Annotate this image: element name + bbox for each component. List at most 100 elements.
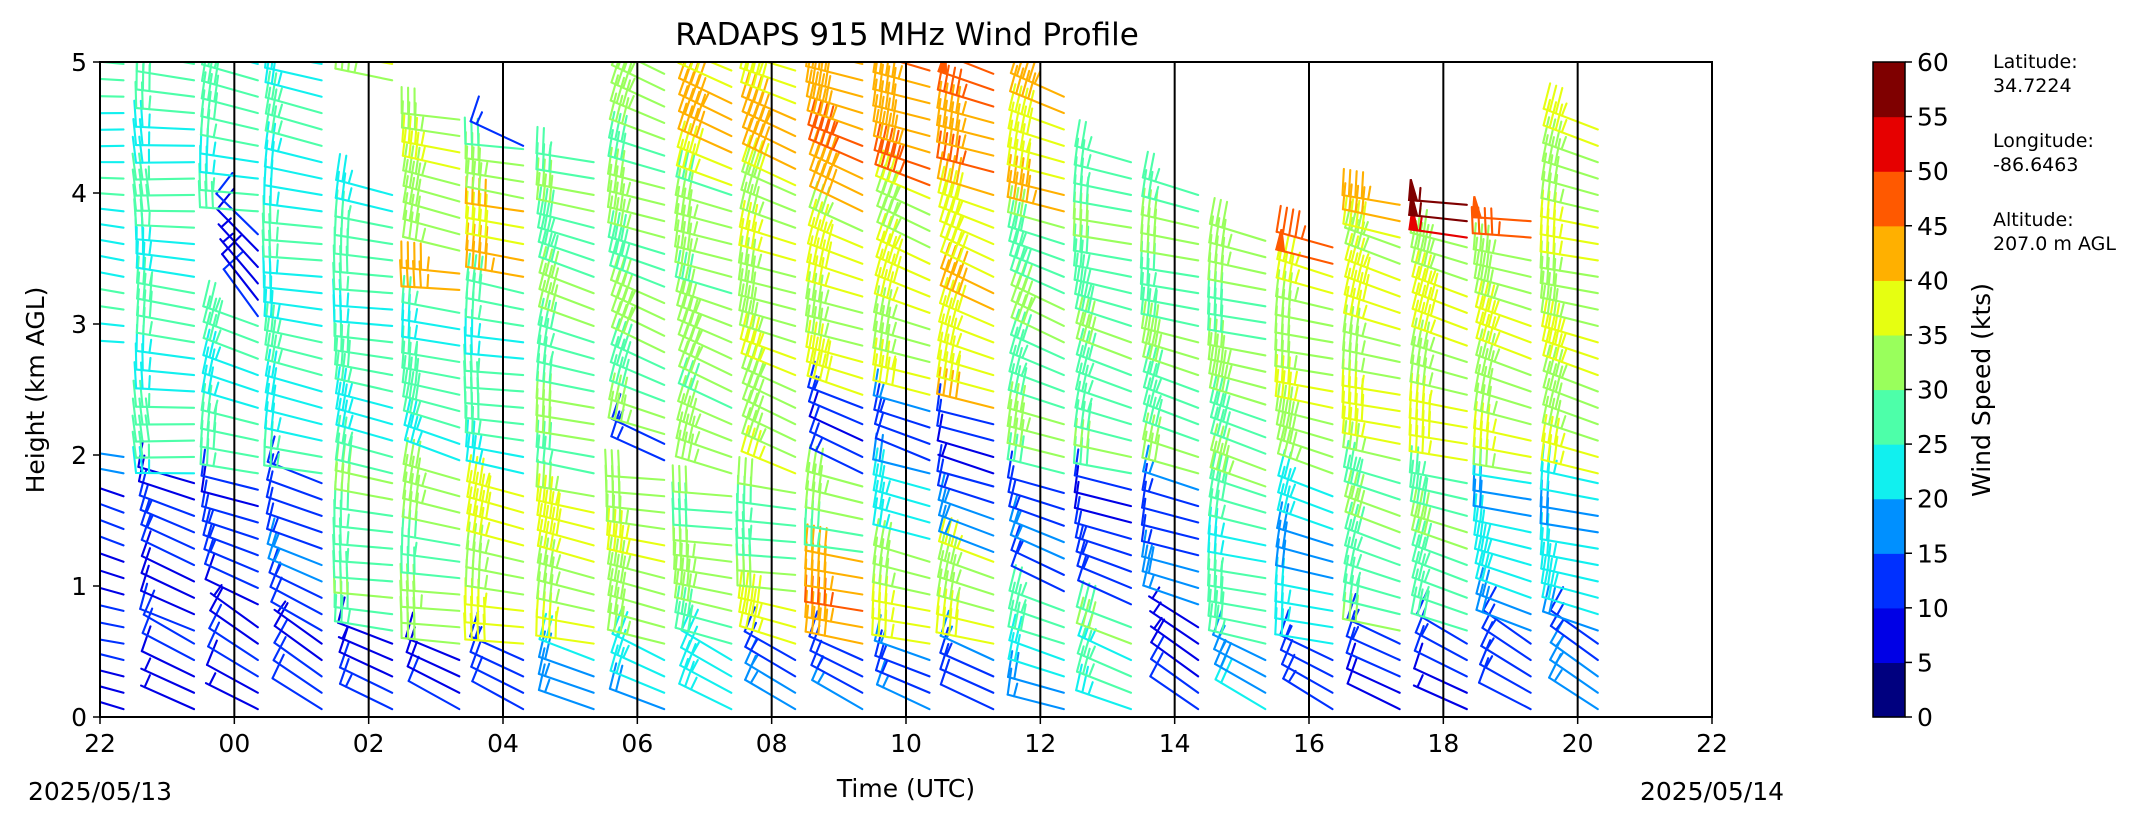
barb-full bbox=[536, 518, 544, 547]
barb-half bbox=[1491, 453, 1496, 469]
barb-full bbox=[1475, 567, 1484, 595]
barb-half bbox=[1560, 333, 1567, 348]
barb-full bbox=[677, 357, 689, 385]
barb-full bbox=[741, 389, 753, 417]
barb-full bbox=[1214, 333, 1219, 362]
barb-staff bbox=[1549, 641, 1599, 678]
barb-full bbox=[805, 461, 811, 490]
barb-full bbox=[138, 152, 144, 181]
barb-staff bbox=[673, 581, 733, 596]
barb-staff bbox=[263, 165, 323, 180]
barb-staff bbox=[401, 534, 461, 547]
barb-half bbox=[757, 236, 763, 252]
barb-full bbox=[463, 116, 467, 145]
barb-full bbox=[341, 433, 347, 463]
barb-full bbox=[1079, 157, 1085, 186]
barb-full bbox=[607, 551, 614, 580]
chart-title: RADAPS 915 MHz Wind Profile bbox=[675, 17, 1139, 53]
barb-full bbox=[620, 394, 627, 423]
barb-full bbox=[1486, 254, 1493, 283]
barb-staff bbox=[872, 543, 931, 563]
barb-staff bbox=[264, 391, 323, 409]
barb-half bbox=[823, 479, 830, 495]
barb-full bbox=[270, 140, 275, 169]
barb-full bbox=[685, 543, 690, 572]
barb-staff bbox=[805, 360, 864, 380]
barb-full bbox=[1079, 139, 1086, 168]
barb-full bbox=[1416, 588, 1424, 617]
barb-half bbox=[880, 644, 888, 660]
barb-full bbox=[1141, 412, 1150, 441]
barb-staff bbox=[1539, 487, 1599, 501]
wind-barb bbox=[1209, 451, 1267, 498]
barb-full bbox=[142, 241, 146, 270]
barb-full bbox=[1472, 400, 1478, 430]
wind-barb bbox=[1342, 573, 1401, 616]
barb-full bbox=[885, 306, 892, 335]
wind-barb bbox=[607, 568, 666, 612]
barb-half bbox=[420, 146, 426, 162]
wind-barb bbox=[1010, 291, 1065, 344]
barb-full bbox=[483, 178, 487, 207]
barb-half bbox=[1021, 344, 1029, 359]
barb-full bbox=[1548, 84, 1558, 113]
barb-full bbox=[335, 414, 342, 443]
barb-staff bbox=[872, 394, 931, 413]
barb-staff bbox=[135, 238, 196, 246]
barb-full bbox=[619, 198, 626, 227]
barb-full bbox=[1349, 556, 1356, 585]
barb-staff bbox=[1141, 570, 1200, 590]
barb-staff bbox=[268, 571, 323, 599]
barb-staff bbox=[402, 184, 461, 203]
barb-full bbox=[878, 465, 886, 493]
barb-staff bbox=[1006, 476, 1065, 495]
barb-staff bbox=[1542, 107, 1599, 131]
wind-barb bbox=[607, 146, 666, 190]
barb-half bbox=[1085, 254, 1091, 269]
barb-staff bbox=[100, 638, 125, 645]
wind-barb bbox=[100, 604, 125, 612]
barb-staff bbox=[1274, 364, 1334, 377]
barb-full bbox=[804, 604, 810, 633]
wind-barb bbox=[464, 190, 525, 229]
barb-full bbox=[1540, 432, 1546, 461]
barb-half bbox=[943, 473, 950, 489]
barb-full bbox=[471, 223, 476, 252]
barb-half bbox=[1428, 354, 1435, 370]
wind-barb bbox=[806, 235, 864, 282]
barb-half bbox=[477, 434, 483, 450]
barb-half bbox=[543, 662, 551, 678]
wind-barb bbox=[1540, 152, 1599, 197]
barb-full bbox=[1221, 200, 1229, 229]
barb-full bbox=[1345, 642, 1357, 670]
wind-barb bbox=[608, 372, 666, 419]
barb-full bbox=[683, 105, 694, 133]
barb-full bbox=[819, 221, 828, 249]
wind-barb bbox=[100, 467, 125, 475]
barb-full bbox=[810, 590, 815, 620]
barb-full bbox=[1147, 170, 1154, 199]
barb-full bbox=[271, 72, 278, 101]
barb-full bbox=[402, 192, 409, 221]
barb-full bbox=[1141, 529, 1148, 558]
barb-staff bbox=[1539, 250, 1599, 262]
colorbar-tick-label: 10 bbox=[1917, 594, 1949, 623]
barb-staff bbox=[1007, 657, 1065, 678]
barb-staff bbox=[737, 596, 797, 612]
barb-staff bbox=[402, 200, 461, 219]
barb-full bbox=[535, 125, 539, 155]
wind-barb bbox=[538, 279, 595, 328]
barb-half bbox=[961, 117, 967, 133]
barb-staff bbox=[401, 154, 461, 170]
wind-barb bbox=[536, 334, 595, 377]
wind-barb bbox=[466, 503, 525, 547]
wind-barb bbox=[936, 413, 995, 459]
barb-full bbox=[471, 434, 477, 463]
barb-full bbox=[466, 469, 473, 498]
barb-full bbox=[878, 433, 884, 462]
barb-staff bbox=[1541, 159, 1599, 180]
barb-staff bbox=[1072, 249, 1133, 262]
barb-half bbox=[759, 428, 767, 443]
barb-full bbox=[543, 299, 551, 328]
barb-full bbox=[1141, 150, 1149, 179]
